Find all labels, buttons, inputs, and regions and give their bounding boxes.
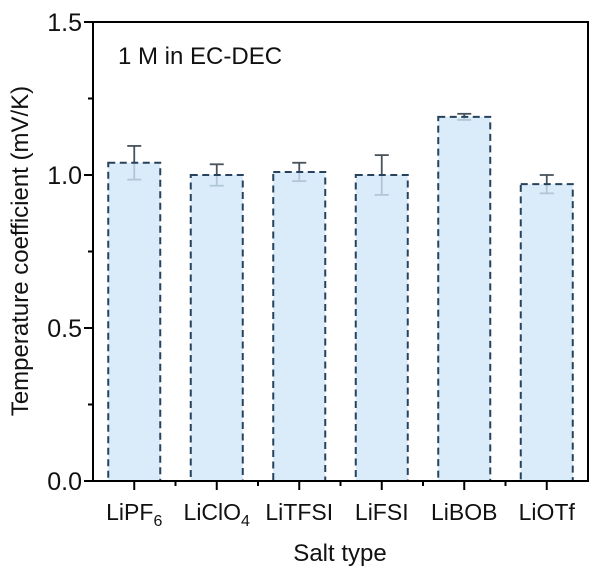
x-tick-label-LiOTf: LiOTf — [519, 499, 576, 525]
bar-LiPF6 — [107, 161, 162, 482]
bar-LiClO4 — [189, 174, 244, 482]
y-tick-label: 1.0 — [47, 162, 82, 190]
bar-LiBOB — [437, 115, 492, 483]
bar-LiTFSI — [272, 170, 327, 482]
x-tick-label-LiTFSI: LiTFSI — [265, 499, 333, 525]
y-tick-label: 0.0 — [47, 468, 82, 496]
x-tick-label-LiBOB: LiBOB — [431, 499, 497, 525]
x-tick-label-LiClO4: LiClO4 — [184, 499, 251, 530]
bar-LiFSI — [354, 174, 409, 482]
bar-LiOTf — [519, 183, 574, 482]
y-tick-label: 1.5 — [47, 9, 82, 37]
plot-frame — [92, 21, 589, 482]
y-axis-title: Temperature coefficient (mV/K) — [7, 85, 34, 417]
x-tick-label-LiFSI: LiFSI — [355, 499, 409, 525]
x-tick-label-LiPF6: LiPF6 — [106, 499, 162, 530]
annotation-label: 1 M in EC-DEC — [118, 43, 283, 70]
x-axis-title: Salt type — [293, 540, 387, 567]
y-tick-label: 0.5 — [47, 315, 82, 343]
